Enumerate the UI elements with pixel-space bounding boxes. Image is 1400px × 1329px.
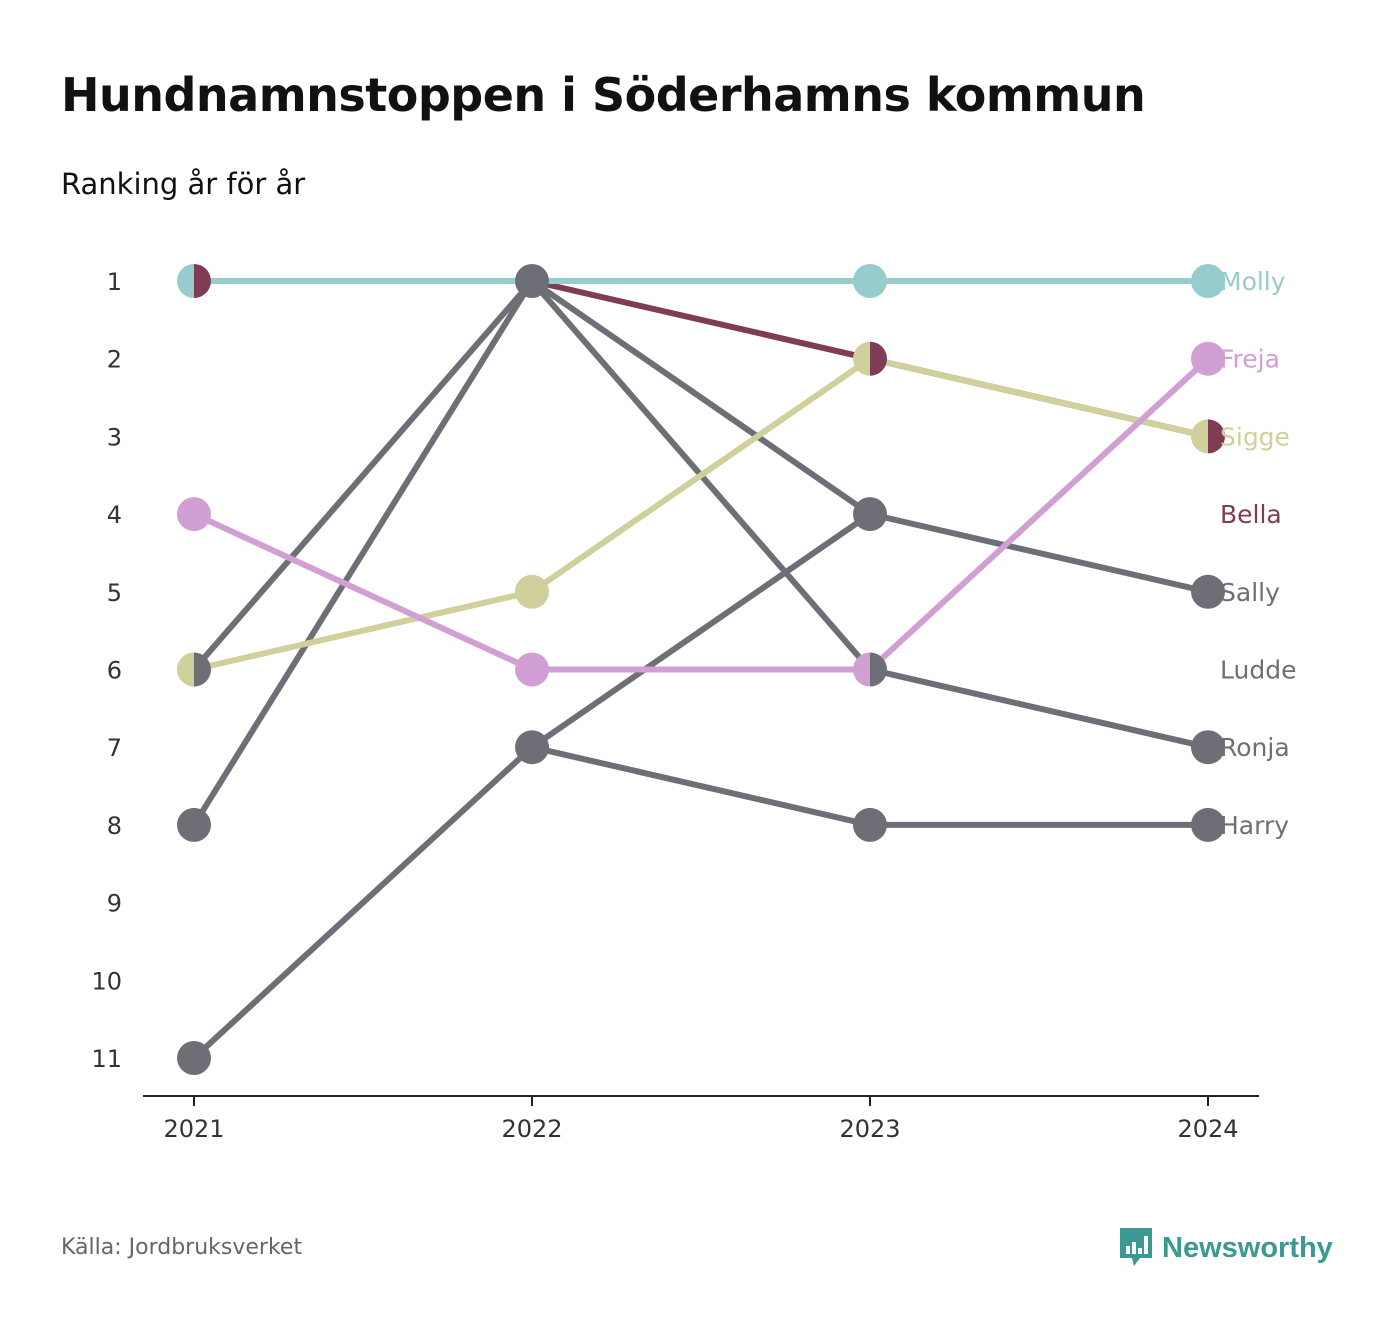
y-tick-label: 7 <box>107 734 122 762</box>
point-marker <box>515 574 549 609</box>
y-tick-label: 4 <box>107 501 122 529</box>
end-labels: Molly Freja Sigge Bella Sally Ludde Ronja Harry <box>1220 267 1296 840</box>
point-marker <box>515 264 549 298</box>
end-label-freja: Freja <box>1220 345 1280 374</box>
series-line-sally <box>529 278 873 518</box>
point-marker <box>515 652 549 687</box>
brand-name: Newsworthy <box>1162 1231 1333 1264</box>
end-label-harry: Harry <box>1220 811 1289 840</box>
series-line-bella <box>191 278 1211 440</box>
y-tick-label: 11 <box>91 1045 122 1073</box>
point-marker <box>1191 574 1225 609</box>
chart-subtitle: Ranking år för år <box>61 167 306 201</box>
x-tick-label: 2024 <box>1177 1115 1238 1143</box>
point-marker <box>1191 341 1225 376</box>
point-marker <box>515 730 549 765</box>
chart-title: Hundnamnstoppen i Söderhamns kommun <box>61 68 1146 122</box>
y-axis-ticks: 1 2 3 4 5 6 7 8 9 10 11 <box>91 268 122 1073</box>
x-tick-label: 2022 <box>501 1115 562 1143</box>
end-label-ludde: Ludde <box>1220 656 1296 685</box>
point-marker <box>177 1041 211 1075</box>
y-tick-label: 10 <box>91 967 122 995</box>
y-tick-label: 1 <box>107 268 122 296</box>
end-label-ronja: Ronja <box>1220 733 1290 762</box>
x-tick-label: 2023 <box>839 1115 900 1143</box>
x-tick-label: 2021 <box>163 1115 224 1143</box>
point-marker <box>853 341 887 376</box>
series-line-harry <box>191 744 1211 1061</box>
point-marker <box>853 264 887 298</box>
end-label-bella: Bella <box>1220 500 1282 529</box>
end-label-molly: Molly <box>1220 267 1286 296</box>
y-tick-label: 5 <box>107 579 122 607</box>
point-marker <box>177 264 211 298</box>
point-marker <box>177 807 211 842</box>
series-line-ludde <box>191 278 535 828</box>
y-tick-label: 3 <box>107 423 122 451</box>
point-marker <box>1191 807 1225 842</box>
point-marker <box>853 497 887 532</box>
source-note: Källa: Jordbruksverket <box>61 1235 303 1260</box>
point-markers <box>177 264 1225 1075</box>
series-line-sigge <box>191 355 1211 673</box>
point-marker <box>1191 730 1225 765</box>
series-line-ronja <box>191 278 1211 751</box>
point-marker <box>853 652 887 687</box>
y-tick-label: 9 <box>107 890 122 918</box>
newsworthy-logo-icon <box>1120 1228 1152 1266</box>
point-marker <box>1191 419 1225 454</box>
x-axis-ticks: 2021 2022 2023 2024 <box>163 1096 1239 1143</box>
point-marker <box>1191 264 1225 298</box>
series-line-freja <box>191 355 1211 673</box>
series-lines <box>191 278 1211 1061</box>
y-tick-label: 2 <box>107 346 122 374</box>
point-marker <box>177 652 211 687</box>
point-marker <box>177 497 211 532</box>
series-line-sally <box>529 511 1211 751</box>
y-tick-label: 8 <box>107 812 122 840</box>
brand-logo: Newsworthy <box>1118 1226 1333 1270</box>
y-tick-label: 6 <box>107 657 122 685</box>
point-marker <box>853 807 887 842</box>
end-label-sally: Sally <box>1220 578 1280 607</box>
bump-chart: 1 2 3 4 5 6 7 8 9 10 11 Molly Freja Sigge Bella Sally L… <box>91 264 1296 1143</box>
end-label-sigge: Sigge <box>1220 422 1290 451</box>
